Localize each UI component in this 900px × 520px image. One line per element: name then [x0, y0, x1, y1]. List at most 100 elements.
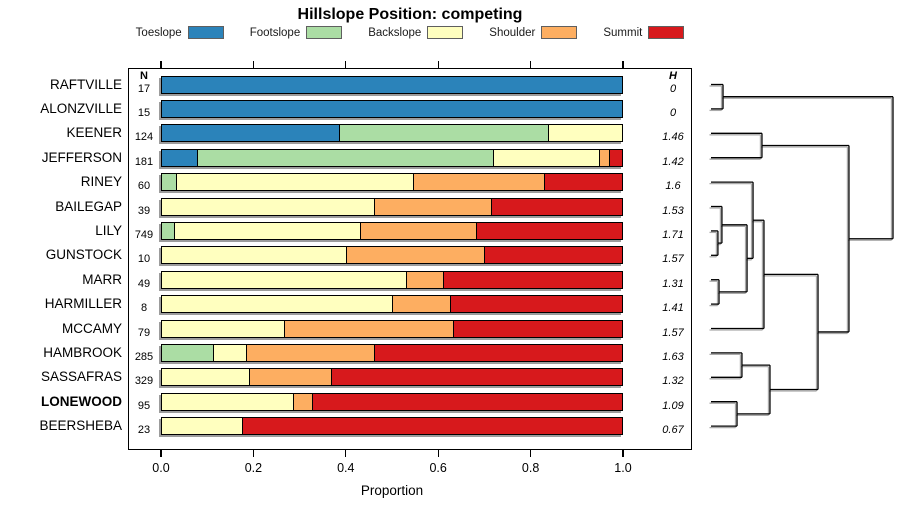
legend-label: Footslope [249, 26, 301, 39]
bar-segment-summit [543, 174, 622, 191]
stacked-bar [161, 295, 623, 314]
site-label: BEERSHEBA [39, 418, 122, 434]
stacked-bar [161, 99, 623, 118]
x-axis-tick [529, 450, 532, 457]
h-value: 0 [669, 82, 677, 95]
legend-item: Shoulder [489, 26, 578, 39]
bar-segment-shoulder [373, 198, 491, 215]
site-label: ALONZVILLE [40, 100, 122, 116]
site-label: BAILEGAP [55, 198, 122, 214]
bar-segment-backslope [162, 247, 346, 264]
bar-segment-backslope [162, 198, 374, 215]
x-axis-tick-label: 1.0 [614, 461, 632, 475]
bar-segment-footslope [162, 222, 175, 239]
legend-swatch-summit [648, 26, 685, 39]
bar-segment-footslope [162, 344, 213, 361]
n-value: 17 [137, 82, 151, 95]
stacked-bar [161, 368, 623, 387]
dendrogram-shadow [709, 85, 893, 429]
bar-segment-summit [490, 198, 622, 215]
x-axis-tick [622, 450, 624, 457]
bar-segment-shoulder [359, 222, 477, 239]
stacked-bar [161, 148, 623, 167]
bar-segment-toeslope [162, 125, 340, 142]
x-axis-tick [345, 61, 347, 68]
x-axis-tick [529, 61, 532, 68]
legend-item: Toeslope [136, 26, 224, 39]
h-value: 1.32 [662, 375, 684, 388]
bar-segment-summit [373, 344, 622, 361]
site-label: RINEY [80, 174, 122, 190]
n-value: 285 [134, 350, 154, 363]
bar-segment-shoulder [405, 271, 443, 288]
n-value: 15 [137, 106, 151, 119]
legend: Toeslope Footslope Backslope Shoulder Summit [0, 26, 820, 39]
bar-segment-shoulder [392, 296, 450, 313]
n-value: 95 [137, 399, 151, 412]
stacked-bar [161, 343, 623, 362]
legend-swatch-toeslope [187, 26, 224, 39]
site-label: LONEWOOD [41, 393, 122, 409]
bar-segment-backslope [548, 125, 622, 142]
n-value: 8 [140, 302, 148, 315]
site-label: MCCAMY [62, 320, 122, 336]
stacked-bar [161, 221, 623, 240]
h-value: 1.31 [662, 277, 684, 290]
site-label: HARMILLER [44, 296, 122, 312]
n-value: 10 [137, 253, 151, 266]
x-axis-tick [160, 450, 162, 457]
stacked-bar [161, 197, 623, 216]
h-value: 1.63 [662, 350, 684, 363]
stacked-bar [161, 124, 623, 143]
legend-label: Backslope [368, 26, 422, 39]
h-value: 1.57 [662, 326, 684, 339]
bar-segment-backslope [162, 320, 284, 337]
bar-segment-backslope [162, 393, 293, 410]
h-value: 1.71 [662, 228, 684, 241]
n-value: 79 [137, 326, 151, 339]
bar-segment-backslope [162, 296, 392, 313]
stacked-bar [161, 173, 623, 192]
x-axis-tick [160, 61, 162, 68]
legend-swatch-shoulder [541, 26, 578, 39]
bar-segment-summit [311, 393, 622, 410]
n-value: 749 [134, 228, 154, 241]
h-value: 1.09 [662, 399, 684, 412]
bar-segment-shoulder [346, 247, 484, 264]
stacked-bar [161, 246, 623, 265]
n-value: 124 [134, 131, 154, 144]
dendrogram [711, 83, 894, 427]
site-label: SASSAFRAS [40, 369, 122, 385]
legend-item: Footslope [250, 26, 343, 39]
bar-segment-summit [476, 222, 622, 239]
h-value: 1.53 [662, 204, 684, 217]
n-value: 181 [134, 155, 154, 168]
x-axis-tick-label: 0.0 [152, 461, 170, 475]
n-value: 60 [137, 180, 151, 193]
plot-area [128, 68, 692, 450]
bar-segment-backslope [175, 174, 413, 191]
bar-segment-backslope [162, 369, 250, 386]
stacked-bar [161, 75, 623, 94]
legend-label: Toeslope [135, 26, 182, 39]
legend-item: Backslope [368, 26, 464, 39]
x-axis-tick [345, 450, 347, 457]
bar-segment-summit [484, 247, 622, 264]
site-label: RAFTVILLE [49, 76, 122, 92]
n-value: 39 [137, 204, 151, 217]
x-axis-tick-label: 0.6 [429, 461, 447, 475]
legend-swatch-backslope [427, 26, 464, 39]
h-value: 1.42 [662, 155, 684, 168]
bar-segment-summit [609, 149, 622, 166]
legend-item: Summit [603, 26, 685, 39]
bar-segment-backslope [162, 418, 243, 435]
bar-segment-footslope [196, 149, 494, 166]
x-axis-tick [437, 450, 439, 457]
bar-segment-shoulder [598, 149, 610, 166]
n-column-header: N [140, 69, 148, 82]
bar-segment-backslope [212, 344, 246, 361]
n-value: 23 [137, 424, 151, 437]
bar-segment-backslope [162, 271, 406, 288]
bar-segment-backslope [174, 222, 360, 239]
